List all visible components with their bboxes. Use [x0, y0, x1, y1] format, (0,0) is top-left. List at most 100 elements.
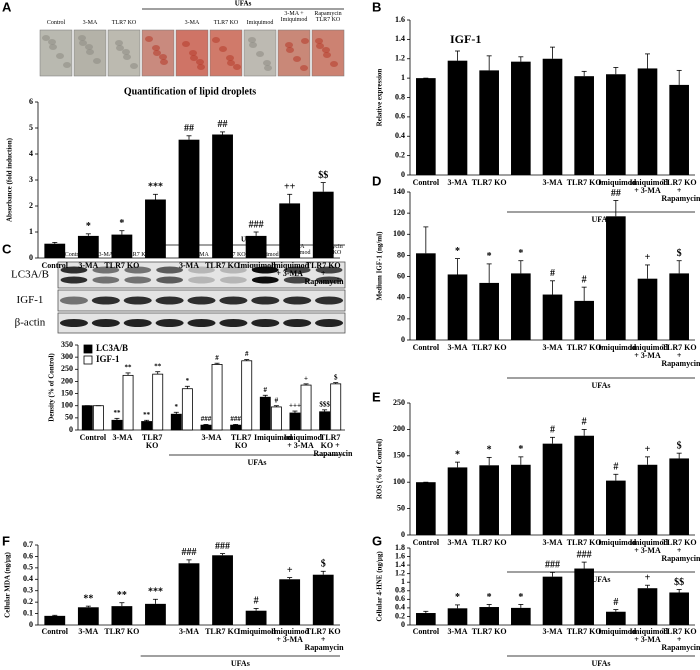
y-tick-label: 0.7: [23, 540, 33, 549]
y-tick-label: 200: [61, 376, 73, 385]
blot-band: [155, 319, 184, 327]
x-tick-label: TLR7 KO: [471, 538, 507, 547]
cell-texture: [153, 50, 161, 56]
blot-column-label: 3-MA: [194, 252, 209, 258]
x-tick-label: TLR7 KO + Rapamycin: [304, 261, 344, 286]
significance-marker: ###: [182, 547, 197, 558]
x-tick-label: TLR7 KO: [566, 343, 602, 352]
blot-band: [219, 266, 247, 274]
blot-band: [283, 276, 311, 284]
y-tick-label: 350: [61, 340, 73, 349]
y-tick-label: 0.2: [23, 597, 33, 606]
bar: [511, 607, 531, 625]
cell-texture: [316, 43, 324, 49]
cell-texture: [122, 49, 130, 55]
significance-marker: **: [113, 409, 121, 417]
y-axis-label: Cellular 4-HNE (ng/μg): [376, 551, 384, 622]
blot-band: [251, 319, 280, 327]
cell-texture: [264, 65, 272, 71]
significance-marker: *: [518, 248, 523, 259]
cell-texture: [212, 37, 220, 43]
panel-letter: G: [372, 533, 382, 548]
significance-marker: *: [487, 445, 492, 456]
blot-band: [123, 319, 152, 327]
significance-marker: $$: [318, 170, 328, 181]
blot-band: [59, 296, 88, 305]
bar: [637, 278, 658, 340]
image-label: TLR7 KO: [213, 20, 239, 26]
blot-group-label: UFAs: [241, 236, 258, 244]
y-tick-label: 150: [61, 388, 73, 397]
bar: [259, 396, 271, 431]
blot-column-label: 3-MA Imiquimod: [283, 244, 311, 256]
blot-column-label: 3-MA: [98, 252, 114, 258]
significance-marker: $: [677, 440, 682, 451]
y-tick-label: 250: [393, 398, 405, 407]
blot-band: [124, 266, 152, 274]
blot-band: [91, 296, 120, 305]
blot-band: [124, 276, 152, 284]
significance-marker: *: [487, 251, 492, 262]
significance-marker: ###: [545, 560, 560, 571]
significance-marker: *: [487, 592, 492, 603]
blot-label: IGF-1: [17, 294, 44, 306]
cell-texture: [160, 59, 168, 65]
y-tick-label: 0.2: [395, 150, 405, 159]
y-axis-label: Relative expression: [376, 69, 384, 127]
image-label: Control: [46, 20, 66, 26]
bar: [511, 464, 531, 535]
significance-marker: **: [83, 593, 93, 604]
significance-marker: $: [677, 248, 682, 259]
x-tick-label: Imiquimod: [598, 343, 637, 352]
significance-marker: ###: [230, 415, 241, 423]
y-tick-label: 0: [69, 425, 73, 434]
legend-label: LC3A/B: [96, 343, 128, 353]
bar: [479, 282, 499, 340]
x-tick-label: TLR7 KO: [471, 627, 507, 636]
cell-texture: [190, 55, 198, 61]
y-tick-label: 0: [29, 253, 33, 262]
image-label: 3-MA + Imiquimod: [280, 11, 308, 23]
significance-marker: *: [86, 221, 91, 232]
x-tick-label: TLR7 KO: [104, 627, 140, 636]
bar: [479, 70, 499, 175]
y-tick-label: 1: [401, 73, 405, 82]
cell-texture: [48, 39, 56, 45]
y-tick-label: 140: [393, 187, 405, 196]
blot-column-label: TLR7 KO: [221, 252, 246, 258]
panel-letter: C: [2, 241, 12, 256]
group-label: UFAs: [231, 659, 250, 668]
significance-marker: **: [117, 590, 127, 601]
x-tick-label: TLR7 KO: [205, 627, 240, 636]
blot-band: [315, 296, 344, 305]
group-label: UFAs: [592, 575, 611, 584]
cell-texture: [152, 45, 160, 51]
y-tick-label: 0: [401, 620, 405, 629]
y-tick-label: 1.6: [395, 15, 405, 24]
blot-band: [188, 276, 215, 284]
cell-texture: [197, 64, 205, 70]
bar: [289, 412, 301, 431]
y-tick-label: 4: [29, 149, 33, 158]
cell-texture: [301, 38, 309, 44]
cell-texture: [130, 63, 138, 69]
y-tick-label: 250: [61, 364, 73, 373]
panel-letter: E: [372, 389, 381, 404]
x-tick-label: 3-MA: [542, 627, 563, 636]
blot-band: [283, 266, 311, 274]
x-tick-label: TLR7 KO + Rapamycin: [661, 343, 700, 368]
group-label: UFAs: [248, 458, 267, 467]
y-tick-label: 150: [393, 451, 405, 460]
y-axis-label: ROS (% of Control): [376, 438, 384, 499]
x-tick-label: Imiquimod: [237, 261, 276, 270]
bar: [279, 203, 301, 258]
blot-label: LC3A/B: [11, 269, 49, 281]
bar: [170, 413, 182, 431]
significance-marker: ###: [249, 219, 264, 230]
blot-band: [187, 319, 216, 327]
cell-texture: [315, 38, 323, 44]
y-tick-label: 0.6: [23, 551, 33, 560]
x-tick-label: 3-MA: [178, 627, 199, 636]
bar: [111, 234, 133, 258]
cell-texture: [78, 35, 86, 41]
